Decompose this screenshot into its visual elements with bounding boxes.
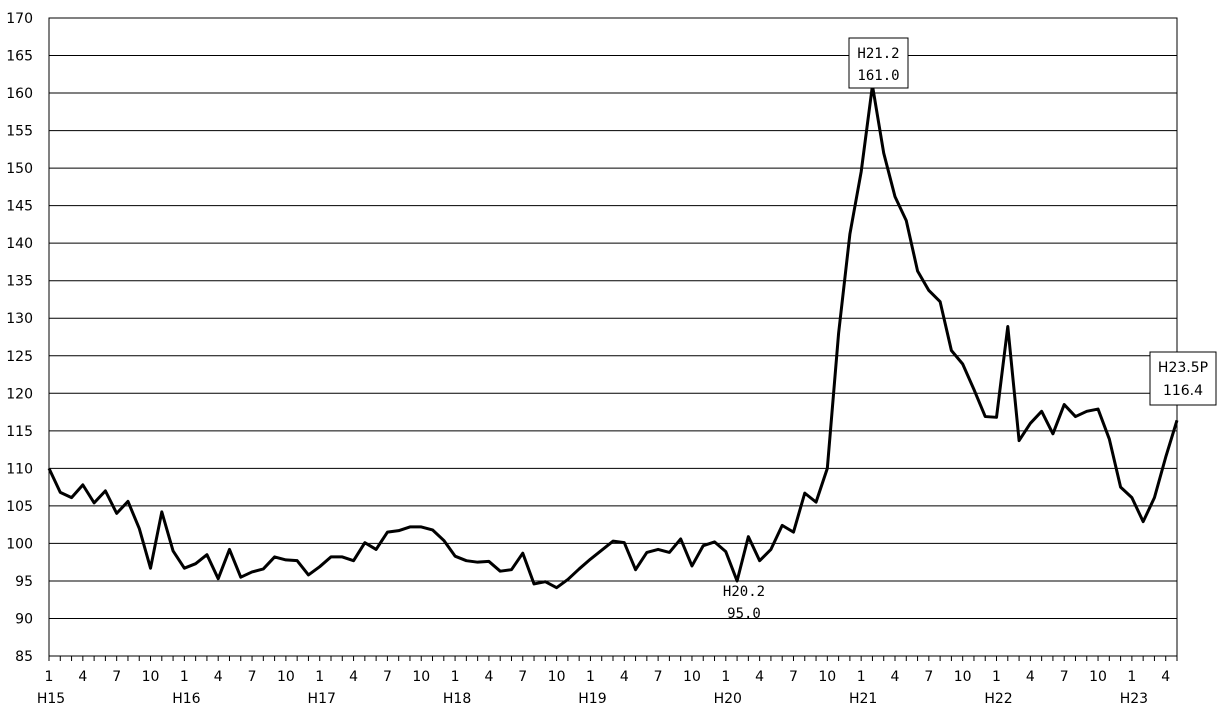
y-tick-label: 165 <box>6 49 33 65</box>
y-tick-label: 85 <box>15 649 33 665</box>
axis-layer: 8590951001051101151201251301351401451501… <box>6 11 1178 707</box>
x-tick-label: 10 <box>683 669 701 685</box>
y-tick-label: 105 <box>6 499 33 515</box>
x-tick-label: 4 <box>620 669 629 685</box>
x-tick-label: 1 <box>315 669 324 685</box>
trough-annotation-value: 95.0 <box>727 606 761 622</box>
year-label: H16 <box>172 691 200 707</box>
year-label: H19 <box>578 691 606 707</box>
x-tick-label: 4 <box>484 669 493 685</box>
x-tick-label: 7 <box>518 669 527 685</box>
series-layer <box>47 84 1179 590</box>
x-tick-label: 7 <box>789 669 798 685</box>
x-tick-label: 1 <box>180 669 189 685</box>
x-tick-label: 4 <box>1161 669 1170 685</box>
x-tick-label: 4 <box>1026 669 1035 685</box>
x-tick-label: 4 <box>755 669 764 685</box>
x-tick-label: 1 <box>45 669 54 685</box>
x-tick-label: 1 <box>451 669 460 685</box>
x-tick-label: 7 <box>112 669 121 685</box>
year-label: H21 <box>849 691 877 707</box>
trough-annotation-label: H20.2 <box>723 584 765 600</box>
x-tick-label: 1 <box>721 669 730 685</box>
y-tick-label: 100 <box>6 536 33 552</box>
x-tick-label: 4 <box>214 669 223 685</box>
year-label: H15 <box>37 691 65 707</box>
y-tick-label: 155 <box>6 124 33 140</box>
x-tick-label: 7 <box>654 669 663 685</box>
peak-annotation-box <box>848 37 909 89</box>
x-tick-label: 7 <box>383 669 392 685</box>
y-tick-label: 160 <box>6 86 33 102</box>
latest-annotation-label: H23.5P <box>1158 360 1208 376</box>
peak-annotation-value: 161.0 <box>857 68 899 84</box>
latest-annotation-box <box>1149 351 1217 406</box>
y-tick-label: 145 <box>6 199 33 215</box>
y-tick-label: 135 <box>6 274 33 290</box>
year-label: H22 <box>984 691 1012 707</box>
x-tick-label: 7 <box>924 669 933 685</box>
x-tick-label: 1 <box>857 669 866 685</box>
y-tick-label: 115 <box>6 424 33 440</box>
x-tick-label: 10 <box>142 669 160 685</box>
year-label: H18 <box>443 691 471 707</box>
year-label: H23 <box>1120 691 1148 707</box>
x-tick-label: 10 <box>954 669 972 685</box>
x-tick-label: 4 <box>78 669 87 685</box>
latest-annotation-value: 116.4 <box>1163 383 1203 399</box>
y-tick-label: 110 <box>6 461 33 477</box>
grid-layer <box>48 17 1178 657</box>
x-tick-label: 10 <box>1089 669 1107 685</box>
x-tick-label: 7 <box>248 669 257 685</box>
x-tick-label: 10 <box>818 669 836 685</box>
series-line <box>47 84 1179 590</box>
peak-annotation-label: H21.2 <box>857 46 899 62</box>
x-tick-label: 1 <box>992 669 1001 685</box>
x-tick-label: 10 <box>548 669 566 685</box>
year-label: H20 <box>714 691 742 707</box>
x-tick-label: 1 <box>586 669 595 685</box>
x-tick-label: 10 <box>412 669 430 685</box>
x-tick-label: 7 <box>1060 669 1069 685</box>
y-tick-label: 95 <box>15 574 33 590</box>
y-tick-label: 90 <box>15 611 33 627</box>
annotation-layer: H21.2 161.0 H20.2 95.0 H23.5P 116.4 <box>723 37 1217 622</box>
y-tick-label: 130 <box>6 311 33 327</box>
x-tick-label: 1 <box>1127 669 1136 685</box>
y-tick-label: 120 <box>6 386 33 402</box>
x-tick-label: 4 <box>891 669 900 685</box>
y-tick-label: 170 <box>6 11 33 27</box>
y-tick-label: 140 <box>6 236 33 252</box>
y-tick-label: 150 <box>6 161 33 177</box>
year-label: H17 <box>308 691 336 707</box>
x-tick-label: 4 <box>349 669 358 685</box>
y-tick-label: 125 <box>6 349 33 365</box>
x-tick-label: 10 <box>277 669 295 685</box>
